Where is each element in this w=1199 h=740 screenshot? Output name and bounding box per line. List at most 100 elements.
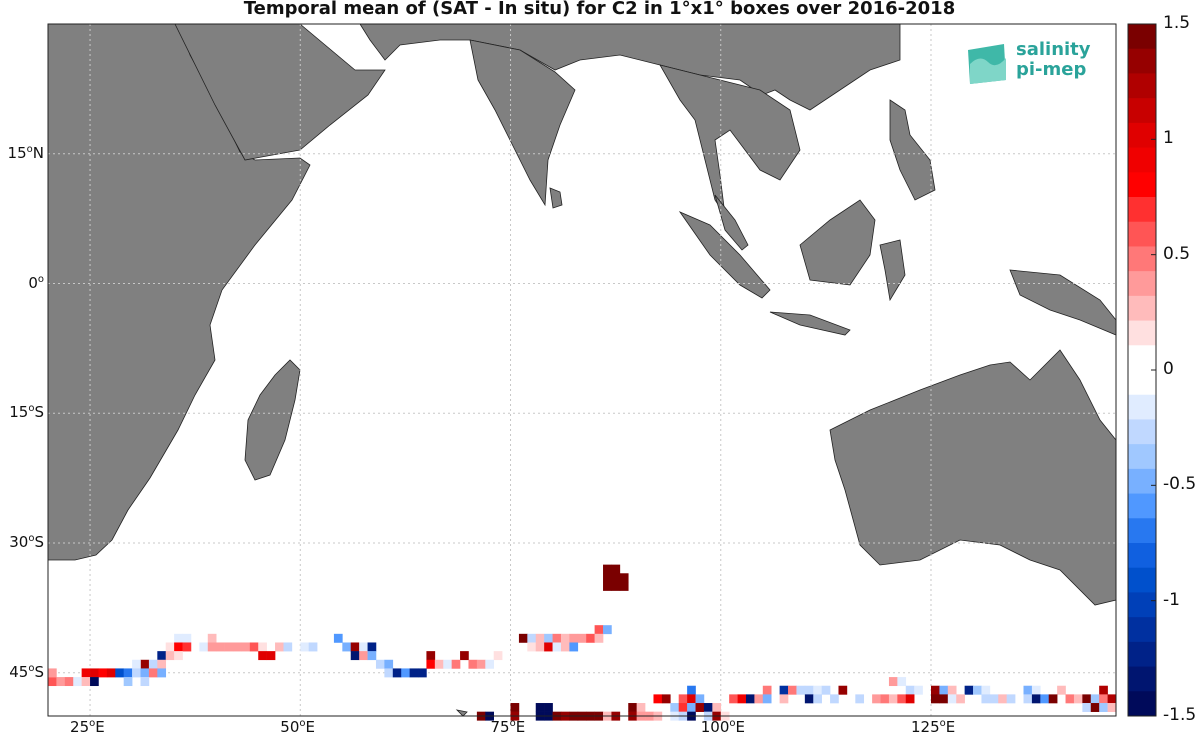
map-frame — [47, 23, 1117, 717]
heatmap-cell — [123, 677, 133, 687]
heatmap-cell — [140, 668, 150, 678]
heatmap-cell — [956, 694, 965, 704]
land-sulawesi — [879, 239, 906, 302]
colorbar-tick-label: 1.5 — [1163, 13, 1191, 33]
heatmap-cell — [300, 642, 309, 652]
heatmap-cell — [258, 642, 267, 652]
heatmap-cell — [569, 642, 579, 652]
colorbar-tick-label: -0.5 — [1163, 474, 1197, 495]
heatmap-cell — [603, 573, 612, 583]
heatmap-cell — [1099, 703, 1108, 712]
heatmap-cell — [375, 659, 385, 669]
heatmap-cell — [90, 668, 99, 678]
longitude-label: 50oE — [280, 718, 315, 736]
heatmap-cell — [48, 677, 57, 687]
heatmap-cell — [258, 651, 267, 661]
latitude-label: 0o — [28, 273, 44, 292]
heatmap-cell — [603, 564, 612, 574]
heatmap-cell — [838, 685, 848, 695]
heatmap-cell — [880, 694, 890, 704]
heatmap-cell — [518, 633, 528, 643]
heatmap-cell — [661, 694, 671, 704]
heatmap-cell — [182, 633, 192, 643]
heatmap-cell — [359, 642, 368, 652]
heatmap-cell — [1031, 685, 1041, 695]
heatmap-cell — [947, 694, 957, 704]
heatmap-cell — [973, 685, 982, 695]
land-arabia — [174, 23, 386, 161]
land-sri-lanka — [549, 187, 563, 209]
logo-text-pimep: pi-mep — [1016, 59, 1087, 80]
heatmap-cell — [485, 659, 495, 669]
heatmap-cell — [165, 651, 175, 661]
colorbar-segment — [1128, 493, 1156, 519]
land-india — [469, 39, 576, 207]
heatmap-cell — [830, 694, 839, 704]
heatmap-cell — [401, 668, 410, 678]
heatmap-cell — [1006, 694, 1016, 704]
colorbar-segment — [1128, 197, 1156, 223]
longitude-label: 100oE — [700, 718, 745, 736]
heatmap-cell — [174, 651, 183, 661]
heatmap-cell — [930, 694, 940, 704]
heatmap-cell — [619, 573, 629, 583]
heatmap-cell — [90, 677, 99, 687]
heatmap-cell — [451, 659, 461, 669]
heatmap-cell — [611, 573, 621, 583]
land-malay — [714, 194, 749, 251]
heatmap-cell — [468, 659, 478, 669]
colorbar-segment — [1128, 592, 1156, 618]
latitude-label: 45oS — [9, 662, 44, 681]
colorbar-segment — [1128, 98, 1156, 124]
colorbar-segment — [1128, 666, 1156, 692]
heatmap-cell — [998, 694, 1007, 704]
colorbar-segment — [1128, 567, 1156, 593]
heatmap-cell — [493, 651, 503, 661]
colorbar-segment — [1128, 419, 1156, 445]
heatmap-cell — [678, 694, 688, 704]
heatmap-cell — [754, 694, 764, 704]
heatmap-cell — [687, 685, 696, 695]
colorbar-segment — [1128, 394, 1156, 420]
heatmap-cell — [687, 703, 696, 712]
heatmap-cell — [586, 633, 595, 643]
colorbar-tick-label: 1 — [1163, 128, 1174, 149]
heatmap-cell — [560, 642, 570, 652]
latitude-label: 15oN — [7, 143, 44, 162]
heatmap-cell — [81, 668, 91, 678]
heatmap-cell — [905, 694, 915, 704]
heatmap-cell — [695, 694, 705, 704]
heatmap-cell — [1090, 694, 1100, 704]
heatmap-cell — [1107, 694, 1117, 704]
heatmap-cell — [636, 703, 646, 712]
heatmap-cell — [779, 685, 789, 695]
heatmap-cell — [544, 633, 553, 643]
heatmap-cell — [813, 694, 822, 704]
heatmap-cell — [905, 685, 915, 695]
heatmap-cell — [947, 685, 957, 695]
heatmap-cell — [367, 651, 377, 661]
heatmap-cell — [123, 668, 133, 678]
land-java — [769, 311, 851, 336]
heatmap-cell — [888, 677, 898, 687]
heatmap-cell — [350, 642, 360, 652]
heatmap-cell — [249, 642, 259, 652]
heatmap-cell — [342, 642, 352, 652]
heatmap-cell — [1073, 694, 1083, 704]
heatmap-cell — [703, 703, 713, 712]
heatmap-cell — [1099, 694, 1108, 704]
land-indochina — [659, 64, 801, 216]
heatmap-cell — [275, 642, 284, 652]
heatmap-cell — [687, 694, 696, 704]
colorbar-segment — [1128, 444, 1156, 470]
colorbar-segment — [1128, 691, 1156, 717]
land-philippines — [889, 99, 936, 201]
heatmap-cell — [695, 703, 705, 712]
heatmap-cell — [804, 694, 814, 704]
heatmap-cell — [98, 668, 108, 678]
heatmap-cell — [1065, 694, 1075, 704]
land-madagascar — [244, 359, 301, 481]
heatmap-cell — [619, 581, 629, 591]
heatmap-cell — [939, 685, 949, 695]
